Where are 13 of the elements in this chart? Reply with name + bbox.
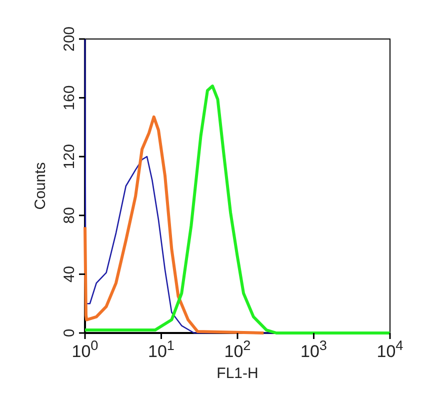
- x-tick-label: 10$^{4}$: [376, 338, 404, 361]
- x-axis-title: FL1-H: [216, 365, 258, 382]
- y-tick-label: 200: [61, 26, 78, 52]
- x-tick-label: 10$^{1}$: [148, 338, 174, 361]
- y-tick-label: 120: [61, 144, 78, 170]
- y-tick-label: 40: [61, 266, 78, 283]
- x-tick-label: 10$^{0}$: [72, 338, 99, 361]
- x-tick-label: 10$^{2}$: [224, 338, 251, 361]
- x-tick-label: 10$^{3}$: [300, 338, 327, 361]
- y-axis-title: Counts: [32, 162, 49, 210]
- y-tick-label: 80: [61, 207, 78, 224]
- y-tick-label: 0: [61, 328, 78, 338]
- y-tick-label: 160: [61, 85, 78, 110]
